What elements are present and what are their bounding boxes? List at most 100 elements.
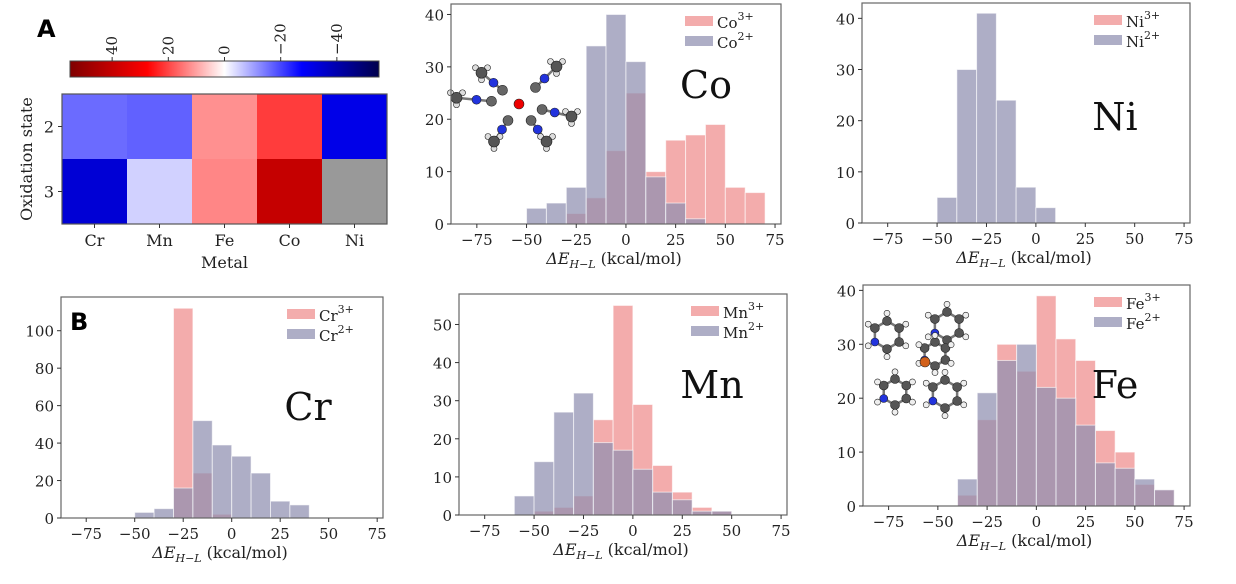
histogram-bar — [526, 207, 547, 225]
histogram-bar — [573, 392, 594, 516]
histogram-bar — [956, 69, 978, 224]
atom — [941, 412, 949, 420]
y-tick-label: 0 — [846, 498, 856, 516]
heatmap-cell — [62, 159, 128, 225]
series-Ni2plus — [936, 12, 1057, 224]
colorbar — [69, 60, 380, 78]
legend-entry-base: Mn — [723, 304, 748, 322]
x-tick-label: 25 — [1076, 230, 1095, 248]
heatmap-x-axis-label: Metal — [201, 253, 248, 272]
x-axis-label: ΔEH−L (kcal/mol) — [955, 248, 1091, 270]
histogram-bar — [1035, 207, 1057, 224]
histogram-bar — [957, 478, 978, 507]
heatmap-x-tick-label: Ni — [345, 231, 364, 250]
heatmap-cell — [127, 94, 193, 160]
x-axis-label-symbol: ΔE — [955, 248, 980, 267]
heatmap-x-tick-label: Cr — [85, 231, 105, 250]
x-tick-label: −25 — [568, 522, 600, 540]
histogram-bar — [211, 444, 233, 519]
histogram-bar — [1094, 462, 1116, 507]
x-axis-label-unit: (kcal/mol) — [1011, 248, 1092, 267]
colorbar-tick-label: −40 — [328, 23, 346, 55]
atom — [891, 408, 899, 416]
x-tick-label: −75 — [70, 525, 102, 543]
heatmap-cell — [62, 94, 128, 160]
heatmap-cell — [257, 94, 323, 160]
atom — [874, 378, 881, 386]
colorbar-tick-label: 0 — [216, 45, 234, 55]
legend-swatch — [287, 329, 315, 339]
atom — [928, 382, 938, 392]
atom — [941, 368, 949, 376]
x-tick-label: −50 — [518, 522, 550, 540]
histogram-bar — [533, 461, 555, 516]
x-axis-label-symbol: ΔE — [552, 540, 577, 559]
legend-entry-base: Mn — [723, 324, 748, 342]
atom — [902, 342, 910, 350]
legend-entry-base: Fe — [1126, 315, 1145, 333]
atom — [883, 309, 891, 317]
atom — [915, 341, 923, 349]
histogram-bar — [269, 500, 291, 519]
x-axis-label-subscript: H−L — [175, 552, 202, 565]
x-tick-label: 25 — [673, 522, 692, 540]
atom — [952, 382, 962, 392]
y-tick-label: 40 — [35, 435, 54, 453]
histogram-bar — [1015, 186, 1037, 224]
y-tick-label: 60 — [35, 398, 54, 416]
x-tick-label: 25 — [666, 231, 685, 249]
series-Cr2plus — [134, 420, 310, 519]
atom — [930, 314, 940, 324]
atom — [943, 300, 951, 308]
histogram-bar — [1114, 467, 1136, 507]
atom — [940, 403, 950, 413]
x-tick-label: 75 — [368, 525, 387, 543]
fe-histogram-panel: −75 −50 −25 0 25 50 75 0 10 20 30 40 ΔEH−L (kcal/mol)… — [837, 282, 1194, 553]
atom — [919, 343, 930, 353]
legend-entry-superscript: 3+ — [1144, 291, 1160, 304]
histogram-bar — [976, 392, 998, 507]
x-tick-label: −50 — [119, 525, 151, 543]
atom — [475, 66, 488, 79]
histogram-bar — [1016, 343, 1037, 507]
atom — [864, 320, 872, 328]
x-tick-label: 50 — [722, 522, 741, 540]
series-Fe2plus — [957, 343, 1175, 507]
x-tick-label: −25 — [971, 230, 1003, 248]
atom — [870, 323, 880, 333]
histogram-bar — [625, 61, 647, 225]
y-tick-label: 20 — [35, 473, 54, 491]
axes-frame — [458, 293, 788, 516]
histogram-bar — [231, 455, 252, 519]
histogram-bar — [704, 123, 726, 225]
atom — [947, 359, 955, 367]
atom — [864, 342, 872, 350]
x-tick-label: 0 — [621, 231, 631, 249]
x-tick-label: −75 — [469, 522, 501, 540]
co-molecule-inset — [447, 58, 581, 152]
atom — [962, 311, 970, 319]
x-tick-label: −75 — [872, 230, 904, 248]
legend-entry-base: Co — [717, 34, 738, 52]
atom — [540, 135, 553, 148]
x-tick-label: 50 — [716, 231, 735, 249]
legend-entry: Fe2+ — [1126, 311, 1161, 333]
y-tick-label: 10 — [425, 164, 444, 182]
heatmap-y-tick-label: 2 — [44, 118, 54, 137]
y-tick-label: 20 — [837, 390, 856, 408]
atom — [954, 328, 964, 338]
histogram-bar — [513, 495, 535, 516]
atom — [882, 344, 892, 354]
x-tick-label: 0 — [628, 522, 638, 540]
x-tick-label: −50 — [922, 513, 954, 531]
histogram-bar — [724, 186, 746, 225]
x-axis-label-unit: (kcal/mol) — [601, 249, 682, 268]
histogram-bar — [996, 359, 1018, 507]
atom — [530, 82, 541, 93]
histogram-bar — [995, 99, 1017, 224]
atom — [549, 107, 560, 118]
x-tick-label: 0 — [1032, 513, 1042, 531]
histogram-bar — [936, 196, 958, 224]
axes-frame — [862, 284, 1191, 507]
y-tick-label: 40 — [425, 6, 444, 24]
